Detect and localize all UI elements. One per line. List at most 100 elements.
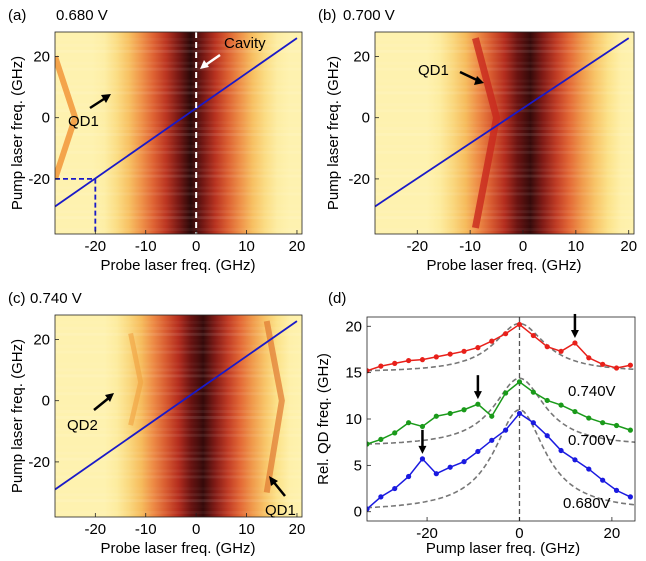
heatmap-scan-row [375, 49, 634, 53]
heatmap-scan-row [55, 103, 302, 107]
panel-d-point-0.680V [516, 410, 523, 417]
panel-a-heatmap [55, 32, 302, 234]
heatmap-scan-row [375, 157, 634, 160]
heatmap-scan-row [55, 332, 302, 336]
panel-d-frame [366, 316, 636, 522]
heatmap-scan-row [375, 80, 634, 83]
panel-b-xlabel: Probe laser freq. (GHz) [426, 257, 581, 274]
panel-c-qd2-arrow [93, 396, 111, 411]
panel-a-ytick-label: -20 [28, 171, 50, 188]
heatmap-scan-row [55, 43, 302, 47]
panel-d-point-0.740V [419, 357, 426, 363]
panel-d-point-0.700V [530, 389, 536, 395]
heatmap-scan-row [375, 56, 634, 59]
panel-d-point-0.680V [419, 456, 426, 462]
panel-d-ytick-label: 5 [354, 457, 362, 474]
panel-c-qd2-arrowhead [105, 393, 114, 402]
heatmap-scan-row [375, 228, 634, 232]
heatmap-scan-row [55, 416, 302, 419]
panel-c-qd2-trace [128, 332, 144, 426]
panel-d-point-0.700V [516, 379, 523, 385]
heatmap-scan-row [55, 469, 302, 473]
panel-c-qd1-label: QD1 [265, 502, 296, 519]
panel-d-ytick-label: 10 [345, 411, 362, 428]
panel-d-fit-curve-0 [367, 322, 635, 372]
panel-d-point-0.740V [475, 345, 481, 351]
panel-c-ylabel: Pump laser freq. (GHz) [9, 339, 26, 493]
heatmap-scan-row [375, 43, 634, 47]
heatmap-scan-row [375, 32, 634, 35]
panel-c-title: 0.740 V [30, 290, 82, 307]
panel-c-ytick-label: 0 [42, 393, 50, 410]
panel-b-title: 0.700 V [343, 7, 395, 24]
panel-d-point-0.740V [367, 368, 370, 374]
heatmap-scan-row [375, 186, 634, 190]
heatmap-scan-row [55, 174, 302, 178]
heatmap-scan-row [55, 363, 302, 366]
heatmap-scan-row [375, 74, 634, 77]
heatmap-scan-row [55, 499, 302, 503]
heatmap-scan-row [375, 192, 634, 196]
panel-d-point-0.680V [475, 448, 481, 455]
panel-d-series-label-0700: 0.700V [568, 432, 616, 449]
panel-a-ticks: -20 -10 0 10 20 -20 0 20 [28, 48, 305, 255]
panel-d-point-0.700V [544, 397, 550, 404]
heatmap-scan-row [55, 49, 302, 53]
panel-c-xlabel: Probe laser freq. (GHz) [100, 540, 255, 557]
panel-a-cavity-arrowhead [200, 60, 209, 69]
heatmap-scan-row [55, 133, 302, 136]
panel-c-ytick-label: 20 [33, 331, 50, 348]
heatmap-scan-row [375, 174, 634, 178]
heatmap-scan-row [375, 133, 634, 136]
heatmap-scan-row [375, 222, 634, 225]
panel-a-xtick-label: -20 [84, 238, 106, 255]
panel-b-ytick-label: -20 [348, 171, 370, 188]
panel-c-frame [54, 314, 303, 518]
heatmap-scan-row [55, 368, 302, 372]
panel-a-frame [54, 31, 303, 235]
panel-d-point-0.740V [503, 331, 509, 337]
heatmap-scan-row [55, 380, 302, 383]
panel-d-point-0.700V [392, 430, 398, 436]
panel-d-point-0.740V [489, 338, 495, 344]
panel-a-qd-label: QD1 [68, 113, 99, 130]
heatmap-scan-row [55, 374, 302, 378]
panel-d-point-0.700V [378, 436, 384, 442]
heatmap-scan-row [375, 61, 634, 65]
panel-c: (c) 0.740 V -20 -10 0 10 20 -20 0 20 Probe lase… [8, 290, 305, 557]
panel-d-series [367, 321, 633, 512]
panel-d-point-0.680V [447, 464, 453, 470]
heatmap-scan-row [55, 198, 302, 201]
heatmap-scan-row [55, 410, 302, 414]
panel-d-point-0.740V [392, 360, 398, 366]
heatmap-scan-row [55, 357, 302, 360]
panel-d-ylabel: Rel. QD freq. (GHz) [315, 353, 332, 485]
panel-b-frame [374, 31, 635, 235]
panel-c-heatmap-fill [55, 315, 302, 517]
heatmap-scan-row [55, 67, 302, 71]
panel-d-xtick-label: 0 [515, 525, 523, 542]
panel-d-point-0.740V [558, 348, 564, 354]
panel-d-ytick-label: 15 [345, 365, 362, 382]
panel-d-ticks: -20 0 20 0 5 10 15 20 [345, 318, 620, 542]
panel-b-diagonal-line [375, 37, 630, 208]
panel-d-xtick-label: 20 [604, 525, 621, 542]
panel-d-point-0.700V [419, 423, 426, 430]
panel-a-xtick-label: 10 [238, 238, 255, 255]
heatmap-scan-row [55, 109, 302, 113]
panel-a-title: 0.680 V [56, 7, 108, 24]
panel-a-heatmap-fill [55, 32, 302, 234]
heatmap-scan-row [375, 103, 634, 107]
heatmap-scan-row [55, 475, 302, 479]
panel-c-xtick-label: -20 [84, 521, 106, 538]
panel-d-point-0.740V [600, 361, 606, 367]
heatmap-scan-row [375, 67, 634, 71]
panel-a-ytick-label: 0 [42, 110, 50, 127]
panel-d-point-0.740V [447, 351, 453, 357]
panel-d-ytick-label: 20 [345, 318, 362, 335]
panel-b-heatmap-fill [375, 32, 634, 234]
panel-c-xtick-label: -10 [135, 521, 157, 538]
panel-d-point-0.680V [586, 466, 592, 472]
panel-d-point-0.740V [586, 355, 592, 361]
